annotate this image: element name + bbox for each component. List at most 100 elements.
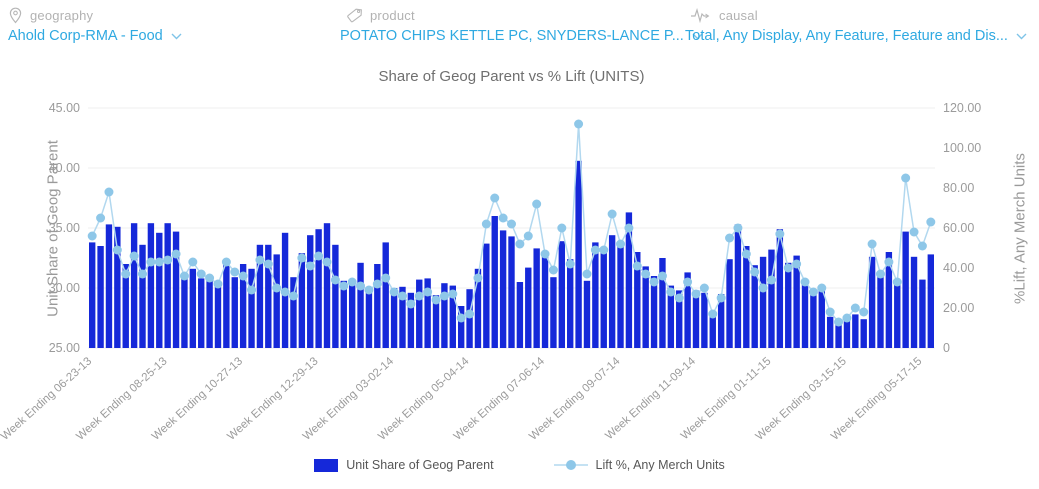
- bar[interactable]: [583, 280, 591, 348]
- line-dot[interactable]: [356, 281, 366, 291]
- bar[interactable]: [97, 246, 104, 348]
- line-dot[interactable]: [842, 313, 852, 323]
- bar[interactable]: [625, 212, 633, 348]
- bar[interactable]: [919, 279, 926, 348]
- line-dot[interactable]: [616, 239, 626, 249]
- bar[interactable]: [667, 285, 675, 348]
- legend-item-unit-share[interactable]: Unit Share of Geog Parent: [314, 458, 494, 472]
- line-dot[interactable]: [96, 213, 106, 223]
- bar[interactable]: [558, 241, 566, 348]
- bar[interactable]: [323, 223, 331, 348]
- bar[interactable]: [466, 289, 473, 348]
- line-dot[interactable]: [532, 199, 542, 209]
- line-dot[interactable]: [431, 295, 441, 305]
- bar[interactable]: [852, 314, 859, 348]
- bar[interactable]: [793, 255, 800, 348]
- product-filter-dropdown[interactable]: POTATO CHIPS KETTLE PC, SNYDERS-LANCE P.…: [340, 28, 703, 44]
- line-dot[interactable]: [465, 309, 475, 319]
- bar[interactable]: [139, 244, 146, 348]
- bar[interactable]: [424, 278, 431, 348]
- line-dot[interactable]: [691, 289, 701, 299]
- bar[interactable]: [130, 223, 138, 348]
- bar[interactable]: [927, 254, 934, 348]
- line-dot[interactable]: [272, 283, 282, 293]
- line-dot[interactable]: [330, 275, 340, 285]
- line-dot[interactable]: [104, 187, 114, 197]
- line-dot[interactable]: [817, 283, 827, 293]
- line-dot[interactable]: [372, 279, 382, 289]
- line-dot[interactable]: [875, 269, 885, 279]
- line-dot[interactable]: [725, 233, 735, 243]
- bar[interactable]: [743, 246, 750, 348]
- line-dot[interactable]: [507, 219, 516, 229]
- line-dot[interactable]: [423, 287, 433, 297]
- bar[interactable]: [533, 248, 540, 348]
- bar[interactable]: [751, 265, 758, 348]
- line-dot[interactable]: [490, 193, 500, 203]
- line-dot[interactable]: [154, 257, 164, 267]
- line-dot[interactable]: [708, 309, 718, 319]
- line-dot[interactable]: [481, 219, 491, 229]
- line-dot[interactable]: [775, 229, 785, 239]
- bar[interactable]: [877, 277, 884, 348]
- bar[interactable]: [692, 290, 700, 348]
- bar[interactable]: [567, 259, 574, 348]
- bar[interactable]: [189, 268, 197, 348]
- bar[interactable]: [499, 230, 507, 348]
- line-dot[interactable]: [641, 269, 651, 279]
- line-dot[interactable]: [892, 277, 902, 287]
- bar[interactable]: [910, 256, 918, 348]
- bar[interactable]: [491, 216, 498, 348]
- bar[interactable]: [826, 316, 834, 348]
- bar[interactable]: [650, 276, 658, 348]
- line-dot[interactable]: [834, 317, 844, 327]
- line-dot[interactable]: [850, 303, 860, 313]
- bar[interactable]: [231, 277, 238, 348]
- bar[interactable]: [575, 160, 582, 348]
- bar[interactable]: [525, 267, 532, 348]
- bar[interactable]: [449, 285, 456, 348]
- line-dot[interactable]: [397, 291, 407, 301]
- bar[interactable]: [298, 253, 306, 348]
- bar[interactable]: [457, 306, 465, 348]
- line-dot[interactable]: [917, 241, 927, 251]
- bar[interactable]: [441, 283, 448, 348]
- line-dot[interactable]: [800, 277, 810, 287]
- line-dot[interactable]: [347, 277, 357, 287]
- bar[interactable]: [206, 280, 213, 348]
- bar[interactable]: [818, 290, 825, 348]
- line-dot[interactable]: [196, 269, 206, 279]
- causal-filter-value[interactable]: Total, Any Display, Any Feature, Feature…: [685, 28, 1008, 44]
- line-dot[interactable]: [121, 269, 131, 279]
- line-dot[interactable]: [599, 245, 609, 255]
- line-dot[interactable]: [163, 255, 173, 265]
- bar[interactable]: [357, 262, 364, 348]
- bar[interactable]: [684, 272, 691, 348]
- line-dot[interactable]: [657, 271, 667, 281]
- bar[interactable]: [332, 244, 339, 348]
- legend-item-lift[interactable]: Lift %, Any Merch Units: [553, 458, 725, 472]
- line-dot[interactable]: [926, 217, 936, 227]
- bar[interactable]: [785, 262, 792, 348]
- bar[interactable]: [642, 266, 649, 348]
- chevron-down-icon[interactable]: [692, 33, 703, 40]
- line-dot[interactable]: [825, 307, 835, 317]
- bar[interactable]: [105, 224, 113, 348]
- bar[interactable]: [717, 294, 725, 348]
- bar[interactable]: [868, 256, 876, 348]
- line-dot[interactable]: [909, 227, 919, 237]
- line-dot[interactable]: [473, 273, 483, 283]
- line-dot[interactable]: [666, 287, 676, 297]
- line-dot[interactable]: [884, 257, 894, 267]
- line-dot[interactable]: [456, 313, 466, 323]
- bar[interactable]: [709, 316, 716, 348]
- bar[interactable]: [860, 319, 867, 348]
- bar[interactable]: [885, 252, 893, 348]
- line-dot[interactable]: [188, 257, 198, 267]
- line-dot[interactable]: [523, 231, 533, 241]
- line-dot[interactable]: [138, 269, 148, 279]
- line-dot[interactable]: [548, 265, 558, 275]
- bar[interactable]: [843, 319, 851, 348]
- line-dot[interactable]: [247, 285, 257, 295]
- line-dot[interactable]: [288, 291, 298, 301]
